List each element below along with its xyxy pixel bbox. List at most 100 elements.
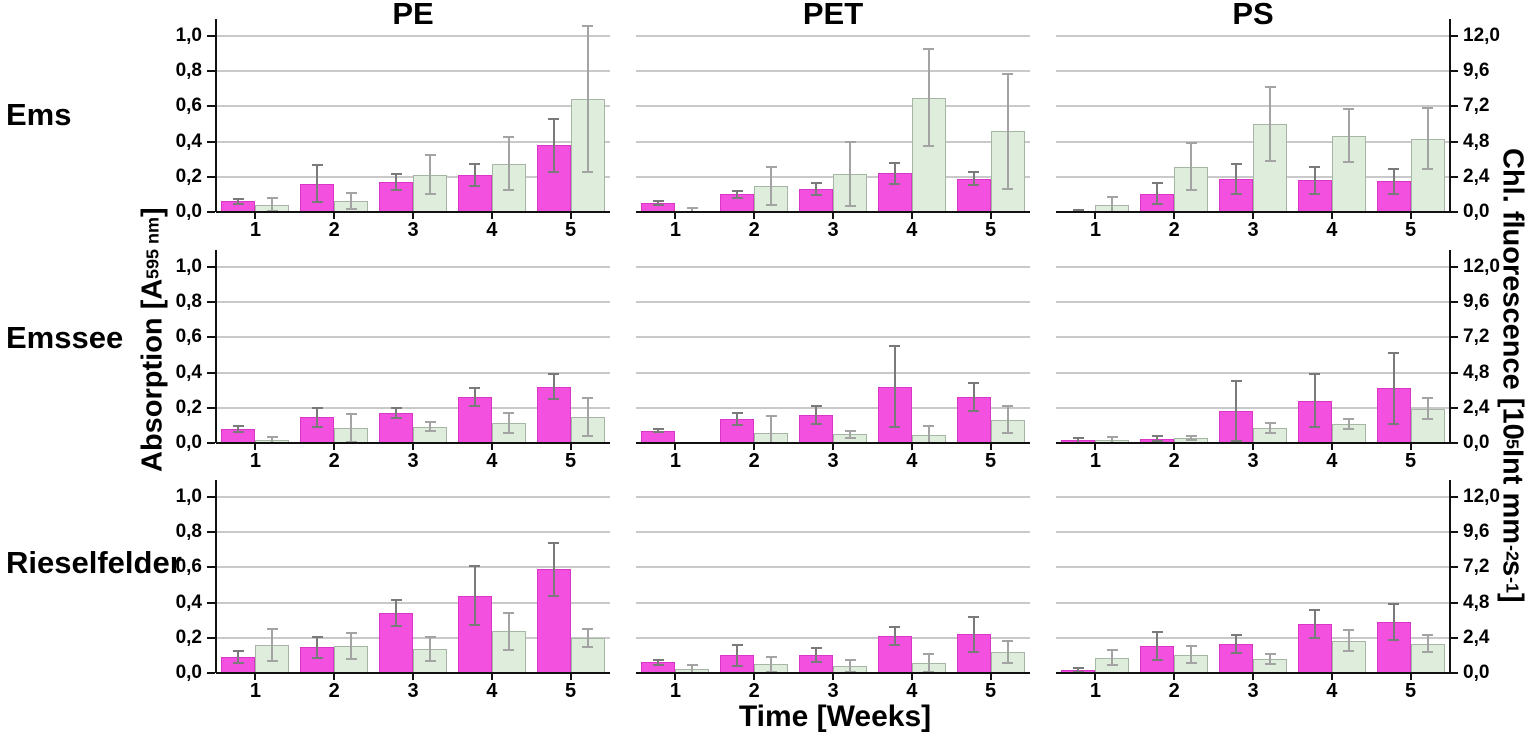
error-bar-line [271,198,274,212]
error-bar-cap [1388,352,1400,355]
gridline [216,566,610,569]
error-bar-cap [582,628,594,630]
y-tick-label: 4,8 [1463,591,1490,613]
y-tick [207,70,215,73]
error-bar-line [736,413,739,426]
error-bar-cap [345,631,357,634]
error-bar-cap [1230,651,1242,654]
y-tick-label: 9,6 [1463,60,1490,82]
y-tick [1450,406,1458,409]
error-bar-cap [1151,439,1163,442]
error-bar-line [316,636,319,659]
gridline [1056,566,1450,569]
x-tick [674,674,677,680]
y-tick [207,496,215,498]
error-bar-cap [390,625,402,628]
gridline [1056,70,1450,73]
error-bar-line [316,165,319,203]
error-bar-line [691,664,694,673]
column-title-pe: PE [392,0,434,31]
error-bar-line [473,565,476,626]
x-tick [910,444,913,450]
error-bar-line [927,426,930,443]
error-bar-line [691,208,694,212]
y-tick-label: 12,0 [1463,25,1500,46]
error-bar-cap [1151,435,1163,438]
error-bar-cap [810,422,822,425]
x-tick [674,213,677,219]
error-bar-line [429,637,431,661]
x-tick [1173,213,1176,219]
x-tick [569,213,572,219]
error-bar-line [657,660,660,665]
y-tick-label: 4,8 [1463,361,1490,383]
x-tick [490,213,493,219]
error-bar-cap [1106,649,1118,652]
error-bar-cap [1264,159,1276,162]
gridline [636,496,1030,498]
error-bar-cap [424,421,436,424]
gridline [1056,371,1450,374]
error-bar-line [395,407,397,419]
chart-panel-emssee-pet: 1 2 3 4 5 [636,250,1030,472]
error-bar-cap [810,647,822,650]
error-bar-cap [889,426,901,429]
y-tick-label: 9,6 [1463,521,1490,543]
x-tick [1330,674,1333,680]
x-axis-line [1056,211,1450,213]
error-bar-cap [1230,380,1242,383]
y-tick-label: 0,4 [175,361,202,383]
error-bar-cap [1230,634,1242,637]
x-tick-label: 5 [565,680,577,702]
x-tick [989,213,992,219]
error-bar-line [927,653,930,672]
x-tick-label: 2 [748,680,760,702]
y-tick [207,371,215,374]
error-bar-line [1269,423,1271,434]
error-bar-cap [503,648,515,651]
error-bar-cap [548,373,560,376]
x-tick-label: 4 [486,450,498,472]
chart-panel-rieselfelder-ps: 0,0 2,4 4,8 7,2 9,6 12,0 1 2 3 4 5 [1056,480,1500,702]
error-bar-cap [889,345,901,348]
error-bar-line [1190,645,1193,664]
error-bar-line [1269,87,1271,161]
error-bar-cap [1002,640,1014,643]
y-tick [1450,336,1458,339]
x-tick-label: 3 [407,680,419,702]
y-tick [207,672,215,674]
error-bar-cap [1422,417,1434,420]
error-bar-cap [765,670,777,673]
x-tick-label: 4 [486,680,498,702]
gridline [1056,636,1450,639]
error-bar-line [1156,182,1159,205]
error-bar-cap [548,117,560,120]
x-axis-line [636,672,1030,674]
y-axis-line [215,250,217,443]
error-bar-line [893,627,896,645]
chart-panel-rieselfelder-pet: 1 2 3 4 5 [636,480,1030,702]
error-bar-cap [1230,162,1242,165]
gridline [636,105,1030,108]
error-bar-line [1156,436,1159,441]
y-tick [1450,371,1458,374]
x-tick-label: 3 [827,680,839,702]
error-bar-line [770,656,773,672]
y-tick-label: 0,0 [1463,201,1490,222]
error-bar-cap [503,189,515,191]
gridline [636,601,1030,604]
error-bar-line [586,25,589,173]
error-bar-cap [469,564,481,567]
y-tick [207,301,215,304]
x-tick-label: 3 [407,450,419,472]
y-tick-label: 0,8 [175,291,202,313]
y-tick [1450,601,1458,604]
x-axis-line [1056,672,1450,674]
error-bar-line [586,397,589,436]
error-bar-cap [548,170,560,173]
error-bar-cap [1422,168,1434,171]
y-tick [207,601,215,604]
error-bar-cap [469,163,481,166]
error-bar-cap [1151,630,1163,633]
y-tick-label: 2,4 [1463,165,1490,187]
